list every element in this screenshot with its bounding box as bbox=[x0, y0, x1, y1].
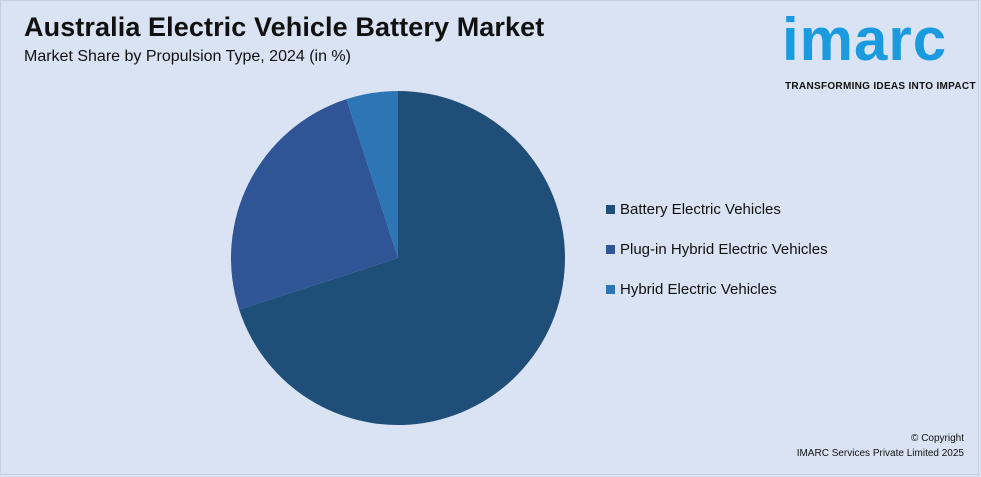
legend-item: Plug-in Hybrid Electric Vehicles bbox=[606, 239, 828, 259]
logo-tagline: TRANSFORMING IDEAS INTO IMPACT bbox=[785, 81, 976, 92]
copyright-company: IMARC Services Private Limited 2025 bbox=[796, 448, 964, 459]
chart-legend: Battery Electric Vehicles Plug-in Hybrid … bbox=[606, 199, 828, 319]
copyright-notice: © Copyright IMARC Services Private Limit… bbox=[797, 431, 964, 461]
pie-slice-plug-in-hybrid-electric-vehicles bbox=[230, 99, 398, 310]
logo-wordmark: imarc bbox=[782, 6, 948, 73]
pie-slice-hybrid-electric-vehicles bbox=[346, 91, 398, 258]
legend-swatch bbox=[606, 284, 615, 294]
pie-slice-battery-electric-vehicles bbox=[239, 91, 565, 425]
copyright-line: © Copyright bbox=[911, 433, 964, 444]
legend-item: Hybrid Electric Vehicles bbox=[606, 279, 828, 299]
legend-label: Plug-in Hybrid Electric Vehicles bbox=[620, 240, 828, 258]
chart-title: Australia Electric Vehicle Battery Marke… bbox=[24, 12, 545, 42]
legend-item: Battery Electric Vehicles bbox=[606, 199, 828, 219]
imarc-logo: imarc TRANSFORMING IDEAS INTO IMPACT bbox=[782, 6, 976, 94]
legend-swatch bbox=[606, 204, 615, 214]
legend-label: Battery Electric Vehicles bbox=[620, 200, 781, 218]
legend-swatch bbox=[606, 244, 615, 254]
legend-label: Hybrid Electric Vehicles bbox=[620, 280, 777, 298]
chart-subtitle: Market Share by Propulsion Type, 2024 (i… bbox=[24, 48, 351, 65]
